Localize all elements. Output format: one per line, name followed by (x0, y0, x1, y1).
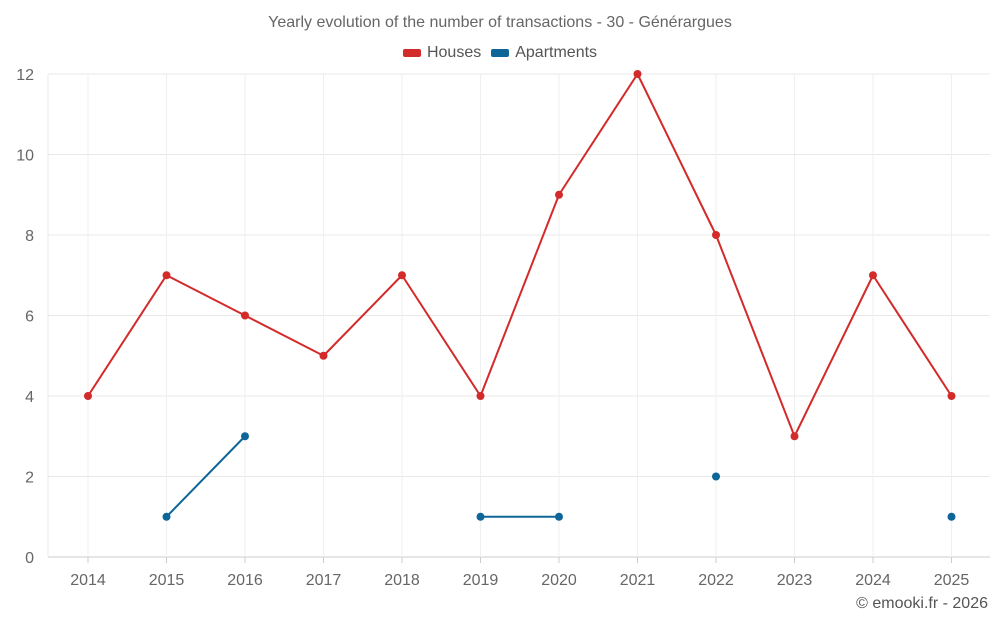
data-point-apartments (162, 512, 171, 521)
data-point-apartments (555, 512, 563, 521)
y-tick-label: 10 (16, 148, 34, 165)
legend-label-houses: Houses (426, 44, 482, 61)
data-point-apartments (476, 512, 485, 521)
data-point-houses (633, 70, 642, 78)
x-tick-label: 2025 (934, 572, 970, 589)
x-tick-label: 2019 (463, 572, 499, 589)
legend-swatch-houses (402, 49, 421, 57)
data-point-houses (947, 392, 956, 400)
x-tick-label: 2014 (70, 572, 106, 589)
legend-item-houses[interactable]: Houses (402, 44, 482, 62)
data-point-houses (476, 392, 485, 400)
y-tick-label: 0 (25, 550, 34, 567)
x-tick-label: 2021 (620, 572, 656, 589)
x-tick-label: 2017 (306, 572, 342, 589)
x-tick-label: 2024 (855, 572, 891, 589)
series-line-apartments (165, 435, 246, 518)
y-tick-label: 2 (25, 470, 34, 487)
data-point-houses (790, 432, 799, 441)
data-point-apartments (241, 432, 249, 441)
data-point-houses (398, 271, 406, 280)
y-tick-label: 4 (25, 389, 34, 406)
data-point-houses (712, 231, 720, 239)
legend-label-apartments: Apartments (515, 44, 598, 61)
data-point-houses (84, 392, 92, 400)
x-tick-label: 2022 (698, 572, 734, 589)
y-tick-label: 8 (25, 228, 34, 245)
x-tick-label: 2018 (384, 572, 420, 589)
x-tick-label: 2020 (541, 572, 577, 589)
chart-title: Yearly evolution of the number of transa… (268, 14, 732, 31)
data-point-houses (319, 351, 328, 360)
x-tick-label: 2015 (149, 572, 185, 589)
legend: Houses Apartments (0, 44, 1000, 62)
credit-text: © emooki.fr - 2026 (856, 595, 988, 612)
data-point-houses (241, 311, 249, 320)
data-point-houses (555, 190, 563, 199)
data-point-apartments (947, 512, 956, 521)
data-point-houses (869, 271, 877, 280)
x-tick-label: 2023 (777, 572, 813, 589)
legend-item-apartments[interactable]: Apartments (491, 44, 597, 62)
y-tick-label: 6 (25, 309, 34, 326)
legend-swatch-apartments (491, 49, 510, 57)
data-point-houses (162, 271, 171, 280)
grid-layer (48, 73, 990, 558)
x-tick-label: 2016 (227, 572, 263, 589)
axis-layer: 0 2 4 6 8 10 12 2014 2015 2016 2017 2018 2019 2020 202… (16, 67, 969, 589)
y-tick-label: 12 (16, 67, 34, 84)
series-layer (84, 70, 956, 521)
data-point-apartments (712, 472, 720, 481)
series-line-houses (87, 73, 953, 438)
